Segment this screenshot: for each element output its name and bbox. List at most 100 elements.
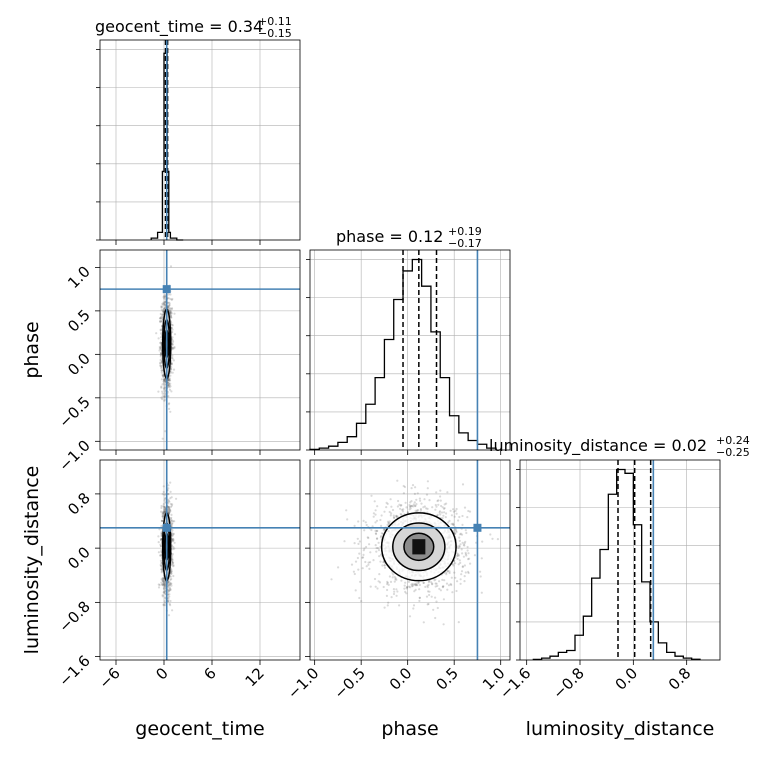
panel-phase-vs-luminosity_distance-point [378, 555, 381, 558]
panel-phase-vs-luminosity_distance-point [423, 498, 426, 501]
panel-geocent_time-vs-luminosity_distance-point [169, 502, 172, 506]
panel-geocent_time-vs-luminosity_distance-point [160, 531, 163, 534]
panel-phase-vs-luminosity_distance-point [389, 498, 392, 501]
panel-phase-vs-luminosity_distance-point [455, 512, 458, 515]
panel-phase-vs-luminosity_distance-point [427, 583, 430, 587]
panel-geocent_time-vs-phase-point [169, 312, 172, 315]
panel-phase-vs-luminosity_distance-point [431, 582, 434, 585]
panel-geocent_time-vs-phase-point [159, 364, 162, 367]
panel-phase-vs-luminosity_distance-point [440, 504, 443, 508]
panel-geocent_time-vs-luminosity_distance-point [167, 585, 170, 588]
panel-geocent_time-vs-luminosity_distance-point [170, 496, 173, 499]
panel-geocent_time-vs-phase-point [172, 368, 176, 371]
panel-phase-vs-luminosity_distance-point [353, 524, 356, 528]
panel-geocent_time-vs-luminosity_distance-point [172, 565, 175, 568]
panel-geocent_time-vs-luminosity_distance-point [157, 583, 160, 586]
panel-geocent_time-vs-phase-point [159, 355, 162, 358]
panel-phase-vs-luminosity_distance-point [365, 565, 368, 568]
panel-phase-vs-luminosity_distance-point [461, 483, 465, 486]
panel-geocent_time-vs-phase-point [167, 403, 170, 406]
panel-geocent_time-vs-luminosity_distance-point [159, 564, 163, 568]
panel-phase-vs-luminosity_distance-point [402, 508, 405, 511]
panel-phase-vs-luminosity_distance-point [446, 588, 449, 591]
panel-phase-vs-luminosity_distance-point [458, 536, 461, 539]
panel-phase-vs-luminosity_distance-point [434, 503, 437, 507]
panel-phase-vs-luminosity_distance-point [411, 582, 414, 586]
panel-phase-vs-luminosity_distance-point [458, 545, 461, 548]
panel-phase-vs-luminosity_distance-point [468, 557, 471, 560]
panel-geocent_time-vs-phase-point [161, 313, 165, 316]
panel-phase-vs-luminosity_distance-point [366, 536, 369, 539]
hist-phase-frame [309, 249, 511, 451]
panel-phase-vs-luminosity_distance-point [359, 580, 362, 583]
panel-geocent_time-vs-phase-point [161, 364, 164, 367]
panel-geocent_time-vs-phase-point [170, 362, 173, 365]
panel-geocent_time-vs-luminosity_distance-point [167, 510, 170, 514]
panel-phase-vs-luminosity_distance-point [394, 578, 397, 581]
panel-geocent_time-vs-phase-point [160, 348, 163, 351]
panel-phase-vs-luminosity_distance-point [395, 515, 398, 518]
panel-geocent_time-vs-phase-point [163, 387, 166, 390]
panel-geocent_time-vs-luminosity_distance-point [163, 604, 167, 607]
panel-geocent_time-vs-phase-point [168, 384, 171, 387]
panel-phase-vs-luminosity_distance-point [454, 532, 457, 535]
panel-phase-vs-luminosity_distance-point [442, 514, 445, 517]
panel-phase-vs-luminosity_distance-point [370, 494, 373, 497]
panel-phase-vs-luminosity_distance-point [379, 553, 383, 556]
panel-geocent_time-vs-luminosity_distance-point [172, 539, 175, 542]
panel-phase-vs-luminosity_distance-point [412, 583, 415, 586]
panel-geocent_time-vs-phase-point [173, 312, 176, 315]
panel-phase-vs-luminosity_distance-point [457, 553, 460, 556]
panel-geocent_time-vs-phase-point [161, 398, 164, 401]
panel-geocent_time-vs-luminosity_distance-point [167, 584, 170, 587]
panel-phase-vs-luminosity_distance-point [467, 558, 470, 561]
panel-geocent_time-vs-phase-point [160, 369, 163, 372]
xlabel-phase: phase [381, 718, 438, 740]
panel-geocent_time-vs-phase-point [162, 312, 165, 315]
panel-geocent_time-vs-luminosity_distance-point [169, 599, 172, 603]
panel-phase-vs-luminosity_distance-point [442, 598, 445, 601]
panel-geocent_time-vs-luminosity_distance-point [168, 593, 171, 596]
panel-geocent_time-vs-luminosity_distance-point [171, 561, 174, 564]
panel-phase-vs-luminosity_distance-point [409, 507, 412, 510]
panel-phase-vs-luminosity_distance-point [456, 554, 459, 558]
panel-geocent_time-vs-luminosity_distance-point [169, 519, 172, 522]
panel-geocent_time-vs-luminosity_distance-point [164, 506, 167, 509]
panel-geocent_time-vs-luminosity_distance-point [167, 593, 170, 596]
panel-geocent_time-vs-luminosity_distance-point [159, 545, 163, 548]
title-geocent-time: geocent_time = 0.34 [95, 17, 263, 37]
panel-phase-vs-luminosity_distance-point [426, 507, 429, 510]
panel-geocent_time-vs-phase-point [163, 379, 166, 382]
panel-phase-vs-luminosity_distance-point [442, 507, 446, 510]
panel-geocent_time-vs-luminosity_distance-point [163, 590, 166, 594]
panel-geocent_time-vs-phase-yticklabel-0: −1.0 [55, 436, 93, 474]
panel-phase-vs-luminosity_distance-point [406, 511, 409, 514]
panel-geocent_time-vs-luminosity_distance-point [167, 511, 171, 515]
panel-geocent_time-vs-luminosity_distance-point [161, 583, 164, 586]
panel-phase-vs-luminosity_distance-point [373, 577, 377, 581]
panel-phase-vs-luminosity_distance-point [408, 503, 411, 507]
panel-geocent_time-vs-luminosity_distance-point [172, 546, 175, 549]
panel-phase-vs-luminosity_distance-point [412, 505, 415, 508]
panel-geocent_time-vs-phase-point [160, 332, 163, 335]
panel-geocent_time-vs-luminosity_distance-point [162, 577, 165, 581]
panel-geocent_time-vs-luminosity_distance-point [172, 564, 175, 567]
panel-phase-vs-luminosity_distance-point [479, 575, 482, 578]
panel-phase-vs-luminosity_distance-point [372, 559, 375, 562]
panel-phase-vs-luminosity_distance-point [345, 509, 348, 512]
panel-phase-vs-luminosity_distance-point [401, 510, 404, 513]
panel-phase-vs-luminosity_distance-point [402, 484, 405, 488]
panel-geocent_time-vs-luminosity_distance-point [161, 515, 164, 518]
panel-phase-vs-luminosity_distance-point [400, 513, 403, 516]
panel-geocent_time-vs-luminosity_distance-point [162, 510, 165, 513]
panel-geocent_time-vs-phase-point [170, 363, 173, 366]
panel-geocent_time-vs-phase-point [162, 387, 165, 390]
panel-phase-vs-luminosity_distance-xticklabel-2: 0.0 [386, 664, 416, 694]
panel-phase-vs-luminosity_distance-point [409, 586, 412, 589]
panel-phase-vs-luminosity_distance-point [390, 512, 393, 515]
panel-phase-vs-luminosity_distance-point [374, 513, 377, 516]
panel-phase-vs-luminosity_distance-point [465, 554, 468, 557]
panel-geocent_time-vs-luminosity_distance-point [159, 543, 162, 546]
panel-geocent_time-vs-phase-point [163, 384, 166, 387]
panel-geocent_time-vs-luminosity_distance-xticklabel-1: 0 [152, 664, 171, 683]
